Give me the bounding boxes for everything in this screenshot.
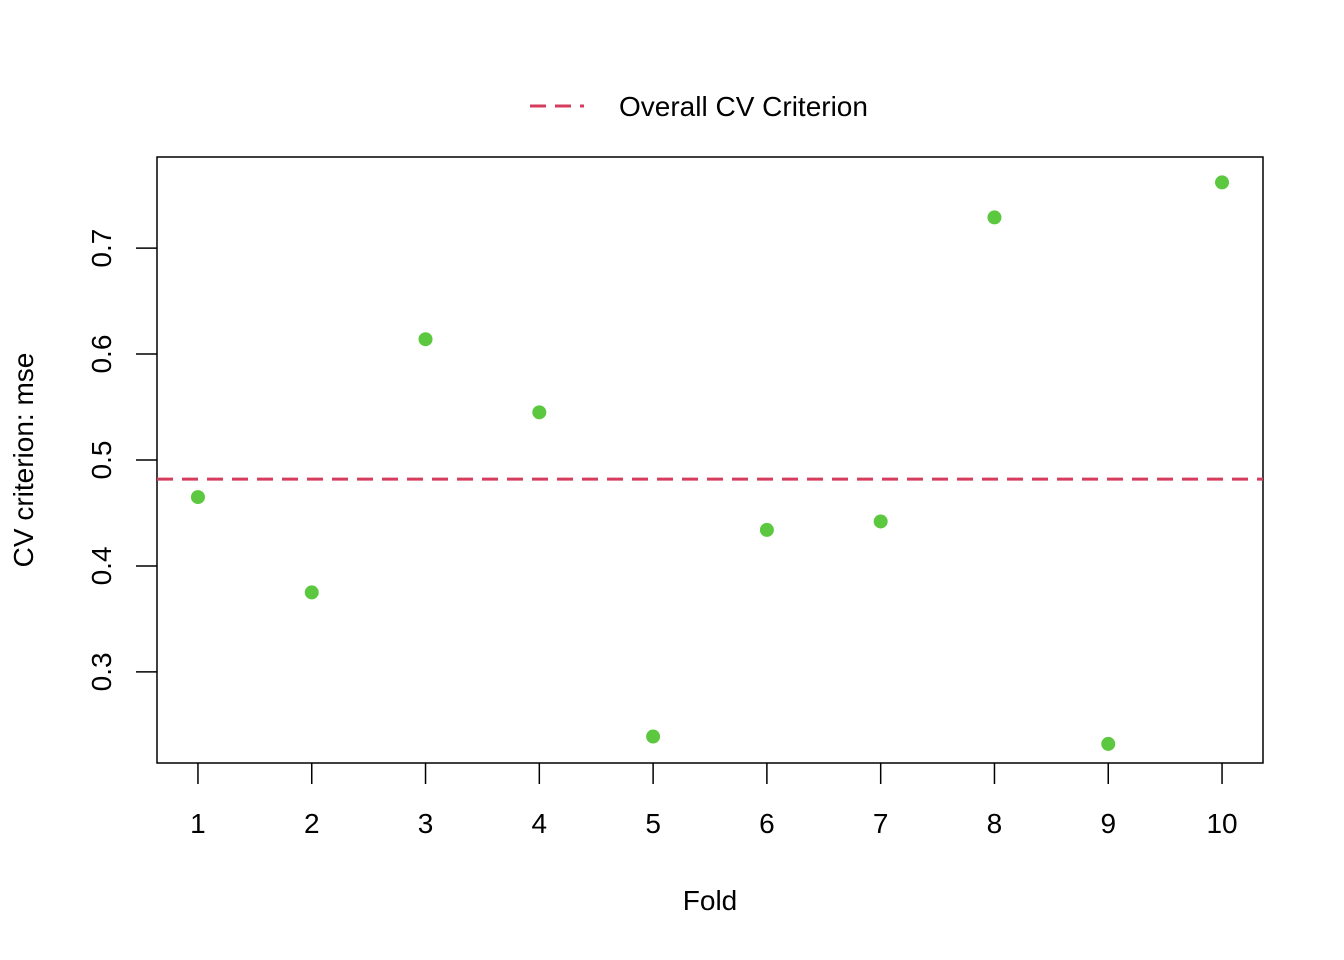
legend: Overall CV Criterion	[530, 91, 868, 122]
y-axis: 0.3 0.4 0.5 0.6 0.7	[86, 229, 157, 691]
point-fold-4	[532, 405, 547, 420]
point-fold-8	[987, 210, 1002, 225]
y-tick-label-0.7: 0.7	[86, 229, 117, 268]
point-fold-10	[1215, 175, 1230, 190]
x-tick-label-2: 2	[304, 808, 320, 839]
y-tick-label-0.3: 0.3	[86, 652, 117, 691]
y-tick-label-0.4: 0.4	[86, 546, 117, 585]
x-tick-label-9: 9	[1100, 808, 1116, 839]
x-tick-label-3: 3	[418, 808, 434, 839]
x-tick-label-8: 8	[987, 808, 1003, 839]
point-fold-7	[873, 514, 888, 529]
data-points	[190, 175, 1230, 751]
plot-frame	[156, 156, 1264, 764]
x-tick-label-10: 10	[1206, 808, 1237, 839]
y-axis-label: CV criterion: mse	[8, 353, 39, 568]
x-tick-label-5: 5	[645, 808, 661, 839]
x-tick-label-1: 1	[190, 808, 206, 839]
x-tick-label-7: 7	[873, 808, 889, 839]
point-fold-9	[1101, 736, 1116, 751]
x-tick-label-4: 4	[532, 808, 548, 839]
point-fold-5	[646, 729, 661, 744]
legend-label: Overall CV Criterion	[619, 91, 868, 122]
point-fold-2	[304, 585, 319, 600]
point-fold-6	[759, 522, 774, 537]
x-axis: 1 2 3 4 5 6 7 8 9 10	[190, 763, 1238, 839]
y-tick-label-0.6: 0.6	[86, 335, 117, 374]
point-fold-3	[418, 332, 433, 347]
x-tick-label-6: 6	[759, 808, 775, 839]
x-axis-label: Fold	[683, 885, 737, 916]
point-fold-1	[190, 490, 205, 505]
y-tick-label-0.5: 0.5	[86, 441, 117, 480]
